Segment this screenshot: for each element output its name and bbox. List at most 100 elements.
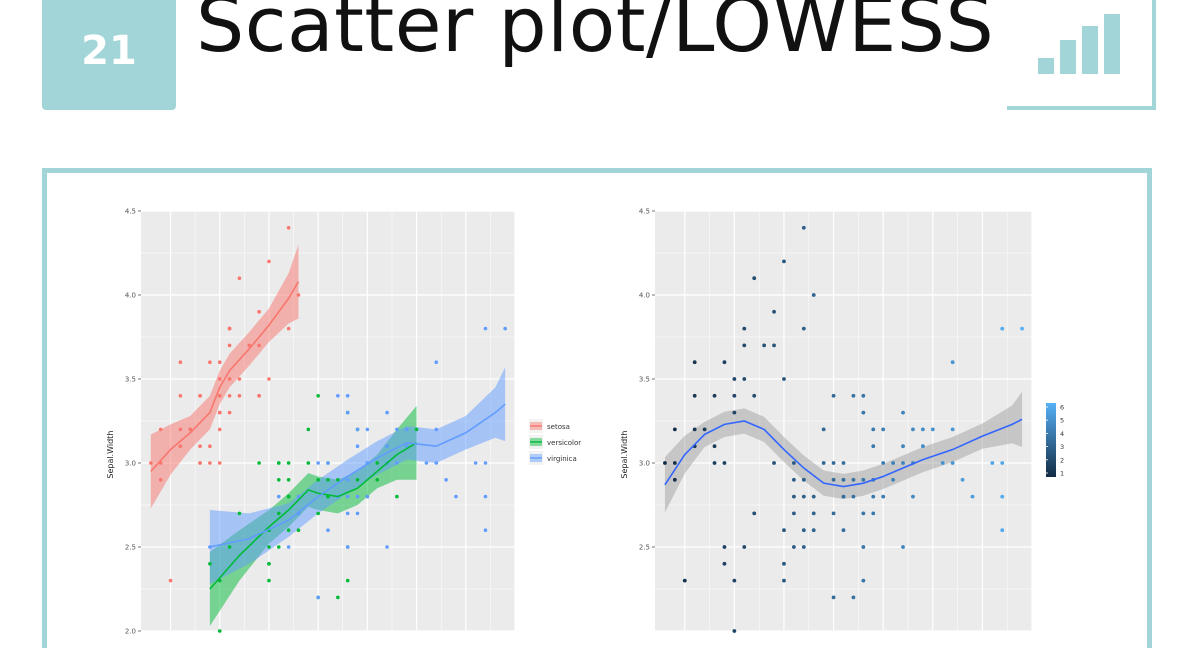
data-point-versicolor xyxy=(237,511,242,516)
data-point-setosa xyxy=(267,377,271,381)
y-tick-label: 3.5 xyxy=(125,376,136,384)
data-point xyxy=(901,410,905,415)
data-point-virginica xyxy=(345,545,350,549)
data-point xyxy=(920,427,925,432)
y-tick-label: 2.5 xyxy=(639,544,650,552)
data-point-virginica xyxy=(483,326,488,331)
data-point-setosa xyxy=(217,461,222,465)
data-point xyxy=(871,427,876,432)
data-point-setosa xyxy=(227,410,232,415)
data-point xyxy=(930,427,935,432)
data-point xyxy=(712,461,717,465)
data-point xyxy=(881,494,886,499)
slide-number-badge: 21 xyxy=(42,0,176,110)
data-point xyxy=(791,461,796,465)
data-point xyxy=(762,343,767,348)
data-point-setosa xyxy=(178,427,183,432)
y-axis-label: Sepal.Width xyxy=(106,431,115,479)
data-point xyxy=(782,528,786,533)
data-point xyxy=(722,545,727,549)
data-point xyxy=(841,494,846,499)
lowess-line xyxy=(209,403,506,548)
data-point-versicolor xyxy=(355,478,360,482)
lowess-line xyxy=(664,418,1023,488)
data-point xyxy=(772,309,776,314)
colorbar-label: 1 xyxy=(1060,470,1064,478)
data-point-virginica xyxy=(296,494,301,499)
data-point xyxy=(821,427,826,432)
data-point-setosa xyxy=(227,326,232,331)
data-point-setosa xyxy=(208,444,212,449)
data-point xyxy=(752,511,757,516)
data-point xyxy=(861,511,866,516)
data-point-setosa xyxy=(217,394,222,398)
data-point-setosa xyxy=(257,343,261,348)
data-point-virginica xyxy=(355,494,360,499)
y-tick-label: 3.0 xyxy=(125,460,136,468)
data-point xyxy=(901,444,905,449)
data-point-setosa xyxy=(267,259,271,264)
data-point-virginica xyxy=(345,394,350,398)
data-point xyxy=(841,528,846,533)
data-point xyxy=(801,528,806,533)
data-point xyxy=(742,545,747,549)
data-point-virginica xyxy=(434,360,439,364)
chart-panel-1: 2.0 2.5 3.0 3.5 4.0 4.5 Sepal.Width setosa versi… xyxy=(106,208,581,636)
legend-label-versicolor: versicolor xyxy=(547,439,581,447)
data-point xyxy=(881,461,886,465)
data-point-setosa xyxy=(178,360,183,364)
data-point xyxy=(891,461,896,465)
data-point xyxy=(722,561,727,566)
data-point xyxy=(811,528,816,533)
data-point xyxy=(831,595,836,600)
data-point-setosa xyxy=(237,394,242,398)
data-point xyxy=(672,461,677,465)
data-point xyxy=(841,461,846,465)
data-point xyxy=(1000,326,1005,331)
lowess-line xyxy=(209,442,417,590)
y-tick-label: 3.5 xyxy=(639,376,650,384)
y-tick-label: 4.5 xyxy=(639,208,650,216)
data-point-setosa xyxy=(188,427,193,432)
data-point xyxy=(742,377,747,381)
data-point xyxy=(871,494,876,499)
data-point-versicolor xyxy=(326,478,330,482)
data-point-virginica xyxy=(345,478,350,482)
data-point-virginica xyxy=(286,545,291,549)
data-point xyxy=(752,276,757,281)
data-point-setosa xyxy=(198,444,202,449)
data-point xyxy=(732,578,737,583)
y-tick-label: 3.0 xyxy=(639,460,650,468)
data-point-virginica xyxy=(483,461,488,465)
data-point xyxy=(801,494,806,499)
data-point-versicolor xyxy=(395,494,399,499)
data-point xyxy=(851,477,856,482)
data-point-virginica xyxy=(345,494,350,499)
data-point-versicolor xyxy=(286,478,291,482)
data-point-setosa xyxy=(178,394,183,398)
data-point xyxy=(672,427,677,432)
data-point-setosa xyxy=(208,461,212,465)
data-point-virginica xyxy=(345,410,350,415)
data-point-virginica xyxy=(316,595,320,600)
data-point xyxy=(811,293,816,297)
data-point-virginica xyxy=(503,326,507,331)
confidence-band xyxy=(150,244,299,509)
data-point-virginica xyxy=(444,478,448,482)
data-point xyxy=(722,360,727,365)
data-point-versicolor xyxy=(345,578,350,583)
data-point xyxy=(692,393,697,398)
data-point xyxy=(970,494,975,499)
data-point-virginica xyxy=(336,394,340,398)
data-point xyxy=(911,427,915,432)
data-point-versicolor xyxy=(306,461,311,465)
data-point xyxy=(891,477,896,482)
data-point-versicolor xyxy=(375,478,380,482)
data-point xyxy=(950,461,955,465)
data-point xyxy=(791,494,796,499)
data-point xyxy=(672,477,677,482)
data-point xyxy=(851,393,856,398)
data-point xyxy=(791,511,796,516)
data-point xyxy=(821,461,826,465)
colorbar-label: 6 xyxy=(1060,404,1064,412)
